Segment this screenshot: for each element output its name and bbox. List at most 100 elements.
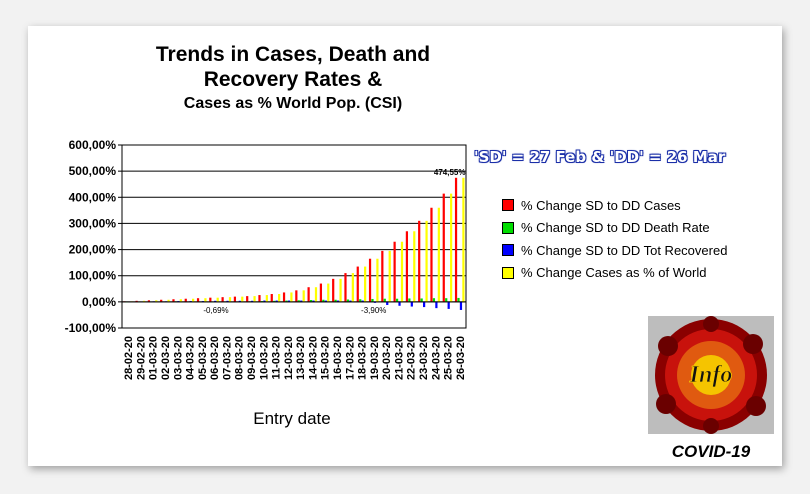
- bar-2-23: [410, 301, 413, 307]
- bar-0-7: [209, 297, 212, 302]
- bar-0-12: [270, 294, 273, 302]
- bar-3-14: [302, 290, 305, 302]
- y-tick-label: -100,00%: [65, 321, 117, 335]
- bar-0-23: [405, 231, 409, 302]
- bar-1-21: [383, 298, 386, 302]
- y-tick-label: 500,00%: [69, 164, 117, 178]
- data-label-death-dip: -0,69%: [203, 306, 228, 315]
- bar-1-17: [334, 299, 337, 302]
- bar-2-24: [423, 301, 426, 308]
- bar-3-21: [388, 250, 391, 302]
- bar-2-10: [251, 300, 254, 302]
- bar-0-21: [381, 250, 384, 302]
- y-tick-label: 300,00%: [69, 216, 117, 230]
- bar-3-2: [155, 300, 158, 302]
- bar-2-9: [238, 300, 241, 302]
- bar-1-18: [346, 299, 350, 302]
- bar-0-17: [332, 278, 335, 302]
- x-tick-label: 07-03-20: [221, 336, 233, 380]
- y-tick-label: 400,00%: [69, 190, 117, 204]
- bar-2-13: [287, 300, 291, 302]
- x-axis-label: Entry date: [253, 409, 331, 428]
- legend-label-world: % Change Cases as % of World: [521, 265, 707, 281]
- bar-1-23: [408, 298, 411, 302]
- bar-0-18: [344, 273, 347, 302]
- bar-2-12: [275, 300, 278, 302]
- bar-2-22: [398, 301, 401, 306]
- bar-3-16: [327, 283, 330, 302]
- bar-3-23: [413, 231, 416, 302]
- x-tick-label: 11-03-20: [271, 336, 283, 379]
- x-tick-label: 26-03-20: [455, 336, 467, 380]
- y-tick-label: 0,00%: [82, 295, 116, 309]
- bar-0-26: [442, 193, 445, 302]
- title-line-1: Trends in Cases, Death and: [155, 43, 431, 66]
- y-tick-label: 200,00%: [69, 243, 117, 257]
- bar-1-26: [445, 298, 448, 302]
- bar-2-14: [300, 300, 303, 302]
- legend-swatch-recovered: [502, 244, 514, 257]
- bar-1-24: [420, 298, 423, 302]
- bar-0-10: [246, 296, 249, 302]
- x-tick-label: 15-03-20: [320, 336, 332, 380]
- bar-1-15: [309, 300, 313, 302]
- bar-0-6: [196, 298, 200, 302]
- legend-label-recovered: % Change SD to DD Tot Recovered: [521, 242, 728, 258]
- x-tick-label: 20-03-20: [381, 336, 393, 380]
- date-note: 'SD' = 27 Feb & 'DD' = 26 Mar: [474, 148, 726, 166]
- bar-2-15: [312, 300, 315, 302]
- legend-label-death-rate: % Change SD to DD Death Rate: [521, 220, 710, 236]
- x-tick-label: 05-03-20: [197, 336, 209, 380]
- x-tick-label: 01-03-20: [148, 336, 160, 380]
- y-tick-label: 600,00%: [69, 138, 117, 152]
- x-tick-label: 18-03-20: [357, 336, 369, 380]
- x-tick-label: 21-03-20: [393, 336, 405, 380]
- bar-3-5: [192, 298, 195, 302]
- legend-swatch-death-rate: [502, 221, 514, 234]
- bar-0-19: [356, 266, 359, 302]
- badge-caption: COVID-19: [671, 442, 751, 461]
- legend-item-death-rate: % Change SD to DD Death Rate: [502, 217, 727, 240]
- bar-2-11: [263, 300, 266, 302]
- x-tick-label: 02-03-20: [160, 336, 172, 380]
- bar-3-1: [142, 300, 146, 302]
- virus-icon: Info: [655, 316, 767, 434]
- legend-label-cases: % Change SD to DD Cases: [521, 197, 681, 213]
- bar-3-27: [462, 177, 465, 302]
- x-tick-label: 23-03-20: [418, 336, 430, 380]
- bar-0-1: [135, 300, 138, 302]
- bar-0-15: [307, 287, 310, 302]
- x-tick-label: 06-03-20: [209, 336, 221, 380]
- bar-3-22: [400, 241, 404, 302]
- x-tick-label: 03-03-20: [172, 336, 184, 380]
- bar-0-3: [160, 299, 163, 302]
- bar-2-20: [373, 301, 377, 303]
- x-tick-label: 12-03-20: [283, 336, 295, 380]
- legend-swatch-cases: [502, 199, 514, 212]
- bar-2-17: [337, 300, 340, 302]
- bar-2-19: [361, 300, 364, 302]
- x-tick-label: 29-02-20: [135, 336, 147, 380]
- bar-3-12: [278, 294, 281, 302]
- bar-2-25: [435, 301, 438, 309]
- bar-2-8: [226, 300, 229, 302]
- bar-3-7: [216, 297, 219, 302]
- bar-0-16: [319, 283, 323, 302]
- bar-0-8: [221, 297, 224, 302]
- x-tick-label: 13-03-20: [295, 336, 307, 380]
- x-tick-label: 17-03-20: [344, 336, 356, 380]
- bar-3-10: [253, 296, 256, 302]
- legend-item-world: % Change Cases as % of World: [502, 262, 727, 285]
- x-tick-label: 04-03-20: [185, 336, 197, 380]
- bar-3-18: [351, 273, 354, 302]
- bar-3-9: [241, 296, 244, 302]
- data-label-recovered-dip: -3,90%: [361, 306, 386, 315]
- bar-0-27: [454, 177, 458, 302]
- bar-0-22: [393, 241, 396, 302]
- bar-2-7: [214, 300, 217, 302]
- badge-label: Info: [689, 362, 733, 388]
- x-tick-label: 16-03-20: [332, 336, 344, 380]
- x-tick-label: 28-02-20: [123, 336, 135, 380]
- bar-2-27: [459, 301, 463, 310]
